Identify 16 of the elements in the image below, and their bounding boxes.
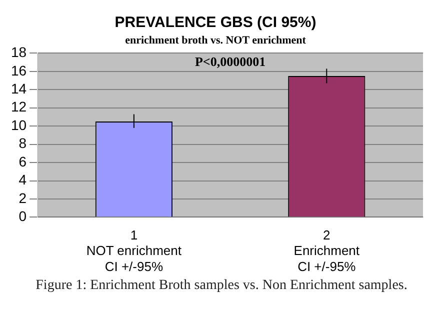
y-tick-label: 6 [18, 153, 27, 170]
chart-subtitle: enrichment broth vs. NOT enrichment [125, 34, 306, 46]
y-tick-label: 8 [18, 135, 27, 152]
y-tick-label: 4 [18, 172, 27, 188]
y-tick-label: 18 [10, 44, 27, 60]
y-tick-label: 2 [18, 190, 27, 206]
y-tick-label: 16 [10, 62, 27, 78]
y-tick-label: 12 [10, 98, 27, 115]
caption: Figure 1: Enrichment Broth samples vs. Non Enrichment samples. [34, 278, 408, 294]
y-tick-label: 10 [10, 116, 27, 133]
annotation: P<0,0000001 [194, 54, 266, 70]
y-tick-label: 0 [18, 208, 27, 224]
x-tick-label: 2 Enrichment CI +/-95% [294, 228, 360, 274]
chart-title: PREVALENCE GBS (CI 95%) [114, 14, 316, 32]
y-tick-label: 14 [10, 80, 27, 97]
x-tick-label: 1 NOT enrichment CI +/-95% [86, 228, 182, 274]
